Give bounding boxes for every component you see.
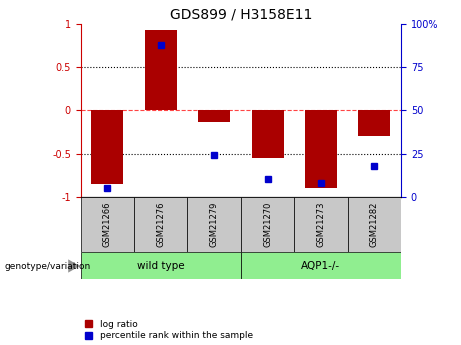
Bar	[81, 252, 241, 279]
Bar	[198, 110, 230, 122]
Bar	[241, 252, 401, 279]
Bar	[358, 110, 390, 136]
Text: GSM21266: GSM21266	[103, 201, 112, 247]
Bar	[252, 110, 284, 158]
Bar	[188, 197, 241, 252]
Legend: log ratio, percentile rank within the sample: log ratio, percentile rank within the sa…	[85, 320, 253, 341]
Text: GSM21270: GSM21270	[263, 201, 272, 247]
Bar	[348, 197, 401, 252]
Text: AQP1-/-: AQP1-/-	[301, 261, 341, 270]
Text: genotype/variation: genotype/variation	[5, 262, 91, 271]
Text: GSM21273: GSM21273	[316, 201, 325, 247]
Text: wild type: wild type	[137, 261, 184, 270]
Polygon shape	[68, 259, 80, 273]
Bar	[91, 110, 124, 184]
Bar	[241, 197, 294, 252]
Bar	[81, 197, 134, 252]
Bar	[305, 110, 337, 188]
Bar	[145, 30, 177, 110]
Bar	[134, 197, 188, 252]
Bar	[294, 197, 348, 252]
Text: GSM21279: GSM21279	[210, 201, 219, 247]
Title: GDS899 / H3158E11: GDS899 / H3158E11	[170, 8, 312, 22]
Text: GSM21276: GSM21276	[156, 201, 165, 247]
Text: GSM21282: GSM21282	[370, 201, 379, 247]
